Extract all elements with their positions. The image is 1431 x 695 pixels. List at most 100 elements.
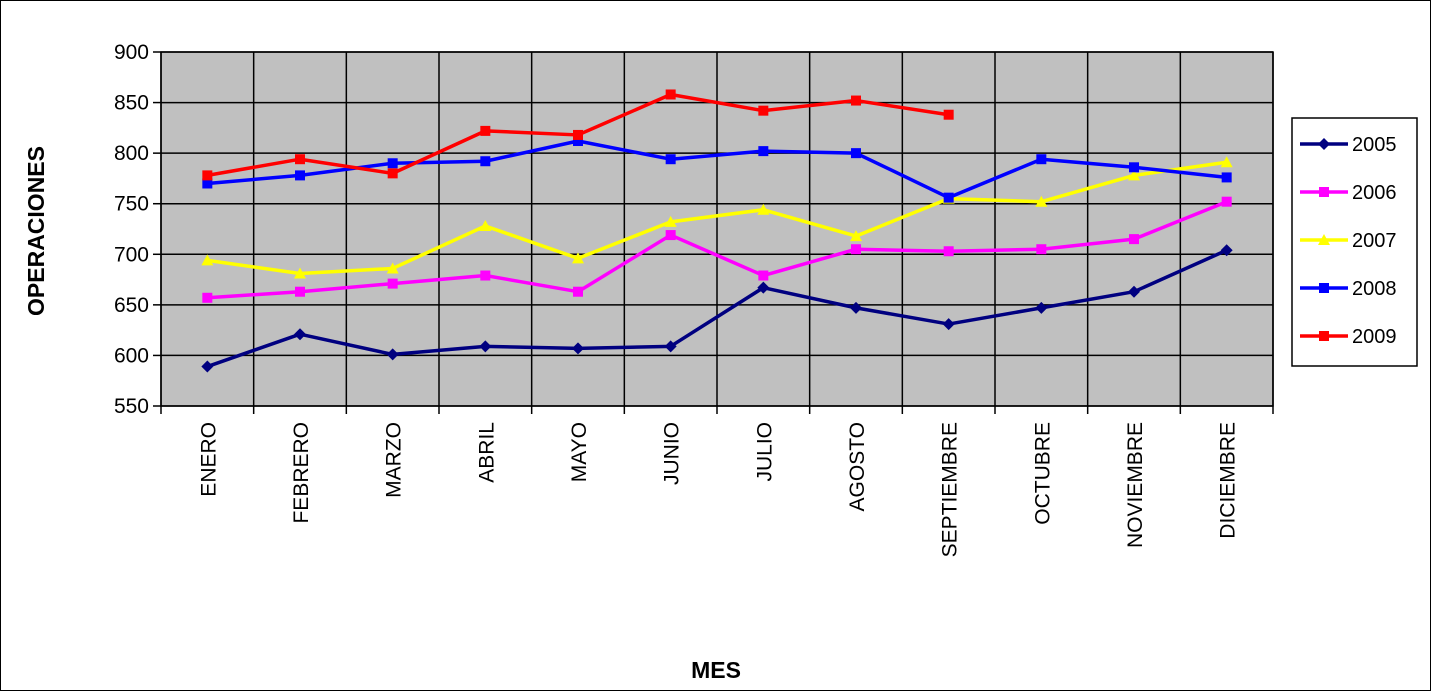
series-2007 [201, 156, 1233, 279]
x-tick-label: SEPTIEMBRE [939, 422, 962, 557]
data-point-2005 [757, 281, 770, 294]
data-point-2006 [202, 292, 213, 303]
legend-label: 2008 [1352, 278, 1397, 300]
data-point-2008 [665, 154, 676, 165]
x-tick-label: JUNIO [661, 422, 684, 485]
y-tick-label: 600 [114, 344, 149, 367]
legend-marker [1318, 234, 1330, 245]
data-point-2006 [665, 230, 676, 241]
series-2005 [201, 244, 1233, 373]
x-tick-label: OCTUBRE [1031, 422, 1054, 525]
legend: 2005 2006 2007 2008 2009 [1291, 117, 1418, 367]
data-point-2007 [1035, 195, 1048, 207]
data-point-2007 [664, 215, 677, 227]
data-point-2009 [665, 89, 676, 100]
data-point-2007 [757, 203, 770, 215]
data-point-2009 [202, 170, 213, 181]
data-point-2007 [1128, 169, 1140, 181]
x-tick-label: ABRIL [475, 422, 498, 483]
data-point-2006 [387, 278, 398, 289]
data-point-2008 [202, 178, 213, 189]
data-point-2009 [943, 109, 954, 120]
y-tick-label: 800 [114, 142, 149, 165]
data-point-2009 [480, 125, 491, 136]
data-point-2007 [850, 230, 862, 242]
series-line-2006 [207, 200, 1228, 300]
legend-marker [1319, 283, 1329, 293]
data-point-2008 [387, 158, 398, 169]
legend-marker [1319, 331, 1329, 341]
data-point-2008 [1129, 162, 1139, 173]
legend-label: 2009 [1352, 326, 1397, 348]
series-line-2005 [206, 248, 1228, 369]
legend-box [1291, 117, 1418, 367]
y-tick-label: 650 [114, 294, 149, 317]
data-point-2009 [387, 168, 398, 179]
legend-label: 2005 [1352, 134, 1397, 156]
series-2009 [202, 89, 954, 181]
data-point-2006 [480, 270, 491, 281]
plot-area [153, 51, 1274, 414]
data-point-2005 [572, 342, 584, 355]
data-point-2005 [201, 360, 214, 373]
data-point-2008 [480, 156, 491, 167]
series-2008 [202, 136, 1232, 203]
x-tick-label: AGOSTO [846, 422, 869, 511]
series-line-2008 [207, 139, 1227, 200]
data-point-2008 [1036, 154, 1047, 165]
y-tick-label: 700 [114, 243, 149, 266]
data-point-2006 [295, 286, 305, 297]
data-point-2006 [573, 286, 583, 297]
x-axis-title: MES [691, 657, 741, 683]
data-point-2009 [295, 154, 305, 165]
data-point-2006 [1036, 244, 1047, 255]
x-tick-label: MARZO [383, 422, 406, 498]
data-point-2006 [943, 246, 954, 257]
data-point-2009 [573, 129, 583, 140]
data-point-2007 [1220, 156, 1233, 168]
data-point-2008 [943, 192, 954, 203]
series-layer [201, 89, 1233, 373]
legend-marker [1318, 138, 1330, 150]
x-tick-label: FEBRERO [290, 422, 313, 524]
data-point-2007 [572, 252, 584, 264]
data-point-2008 [1221, 172, 1232, 183]
y-tick-label: 550 [114, 395, 149, 418]
data-point-2006 [851, 244, 861, 255]
x-tick-label: NOVIEMBRE [1124, 422, 1147, 548]
data-point-2008 [295, 170, 305, 181]
data-point-2005 [479, 340, 492, 353]
data-point-2006 [1221, 196, 1232, 207]
x-tick-label: DICIEMBRE [1217, 422, 1240, 539]
data-point-2005 [386, 348, 399, 361]
legend-item-2008: 2008 [1300, 278, 1397, 300]
data-point-2007 [201, 254, 214, 266]
data-point-2007 [386, 262, 399, 274]
tick-labels: 550 600 650 700 750 800 850 900 ENERO FEBRERO MARZ… [114, 41, 1240, 557]
data-point-2008 [851, 148, 861, 159]
legend-item-2005: 2005 [1300, 134, 1397, 156]
y-tick-label: 750 [114, 193, 149, 216]
data-point-2008 [758, 146, 769, 157]
data-point-2005 [942, 318, 955, 331]
data-point-2005 [1035, 301, 1048, 314]
data-point-2009 [758, 105, 769, 116]
data-point-2009 [851, 95, 861, 106]
data-point-2005 [664, 340, 677, 353]
legend-item-2006: 2006 [1300, 182, 1397, 204]
data-point-2005 [1128, 285, 1140, 298]
y-tick-label: 850 [114, 92, 149, 115]
data-point-2006 [1129, 234, 1139, 245]
legend-item-2007: 2007 [1300, 230, 1397, 252]
data-point-2007 [294, 267, 306, 279]
data-point-2005 [294, 328, 306, 341]
data-point-2005 [1220, 244, 1233, 257]
data-point-2007 [479, 219, 492, 231]
data-point-2008 [573, 136, 583, 147]
x-tick-label: MAYO [568, 422, 591, 482]
x-tick-label: ENERO [197, 422, 220, 497]
x-tick-label: JULIO [753, 422, 776, 482]
legend-marker [1319, 187, 1329, 197]
